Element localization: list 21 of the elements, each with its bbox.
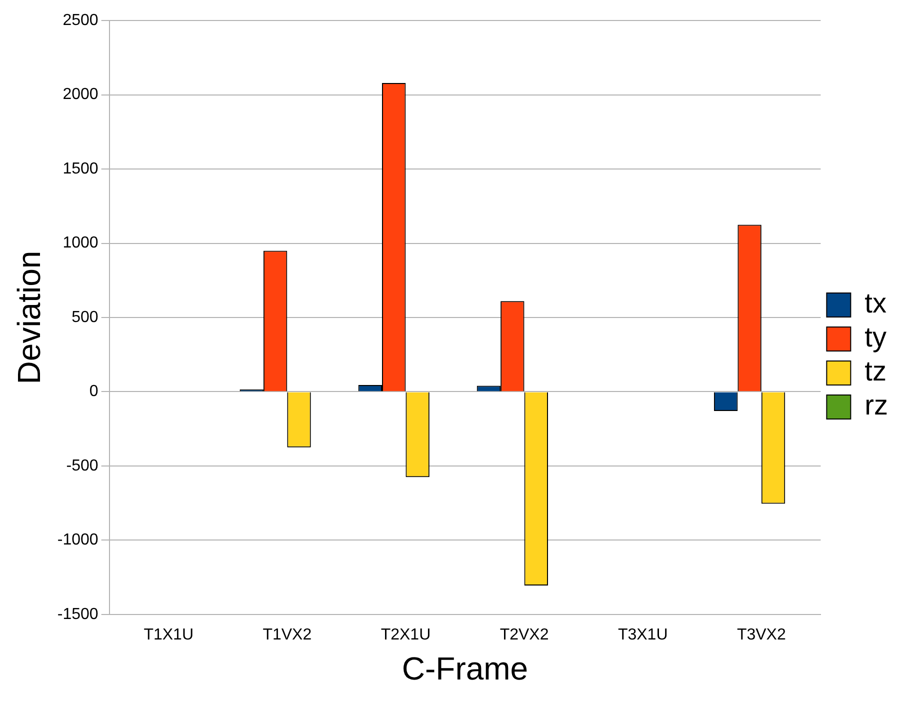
y-tick-label: 1500: [62, 160, 98, 178]
y-tick-label: 500: [72, 308, 98, 326]
y-tick-label: -1000: [57, 532, 98, 549]
legend-label: ty: [864, 322, 886, 353]
y-tick-label: 2500: [62, 12, 98, 30]
y-tick-label: 0: [89, 383, 98, 400]
x-tick-label: T2X1U: [380, 626, 431, 644]
y-axis-title: Deviation: [11, 250, 48, 384]
y-tick-label: 1000: [62, 234, 98, 252]
legend-label: tz: [864, 356, 886, 387]
x-axis-title: C-Frame: [402, 650, 528, 687]
x-tick-label: T3VX2: [736, 626, 786, 644]
x-tick-label: T2VX2: [500, 626, 549, 644]
x-tick-label: T1X1U: [144, 626, 194, 644]
x-tick-label: T3X1U: [618, 626, 668, 644]
x-tick-label: T1VX2: [262, 626, 312, 644]
y-tick-label: -500: [66, 457, 98, 474]
y-tick-label: 2000: [62, 86, 98, 104]
legend-label: tx: [864, 288, 886, 319]
y-tick-label: -1500: [57, 606, 98, 623]
legend-label: rz: [864, 390, 888, 421]
